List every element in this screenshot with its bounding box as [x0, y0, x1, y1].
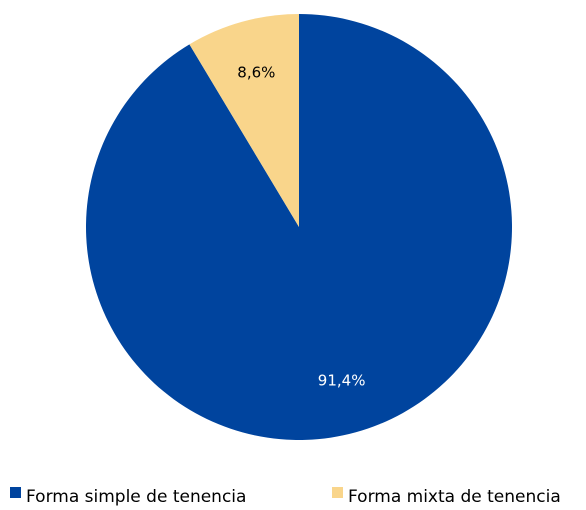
pie-slice	[85, 14, 513, 440]
legend-label: Forma simple de tenencia	[26, 487, 246, 507]
legend-swatch	[332, 487, 343, 498]
value-label: 8,6%	[237, 64, 275, 82]
legend-label: Forma mixta de tenencia	[348, 487, 561, 507]
legend-swatch	[10, 487, 21, 498]
value-label: 91,4%	[318, 371, 366, 389]
pie-slice	[189, 14, 299, 227]
